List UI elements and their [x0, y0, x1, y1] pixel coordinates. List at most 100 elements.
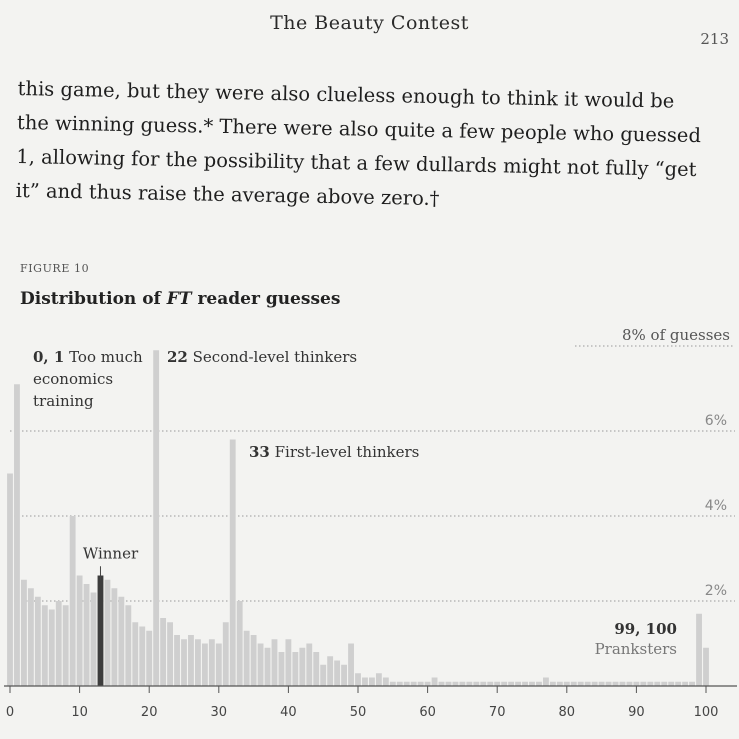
- bar: [633, 681, 640, 686]
- bar: [125, 605, 132, 686]
- bar: [222, 622, 229, 686]
- bar: [515, 681, 522, 686]
- bar: [327, 656, 334, 686]
- annotations: Winner 0, 1 Too much economics training 22 S…: [33, 348, 677, 658]
- bar: [41, 605, 48, 686]
- bar: [76, 575, 83, 686]
- running-head: The Beauty Contest: [270, 12, 469, 34]
- x-tick-label: 90: [628, 705, 645, 720]
- x-tick-label: 100: [694, 705, 719, 720]
- x-tick-label: 40: [280, 705, 297, 720]
- x-tick-label: 30: [211, 705, 228, 720]
- bar: [549, 681, 556, 686]
- bar: [118, 596, 125, 686]
- bar: [403, 681, 410, 686]
- bar: [348, 643, 354, 686]
- bar: [236, 601, 243, 686]
- annotation-economics: 0, 1 Too much: [33, 348, 143, 366]
- paragraph-line: the winning guess.* There were also quit…: [16, 110, 702, 148]
- bar: [536, 681, 542, 686]
- figure-title: Distribution of FT reader guesses: [20, 289, 340, 309]
- bar: [696, 613, 702, 686]
- bar: [424, 681, 431, 686]
- bar: [675, 681, 682, 686]
- bar: [306, 643, 313, 686]
- bar: [201, 643, 208, 686]
- bar: [334, 660, 341, 686]
- x-tick-label: 80: [559, 705, 576, 720]
- bar: [577, 681, 584, 686]
- bar: [619, 681, 626, 686]
- bar: [626, 681, 633, 686]
- x-tick-label: 60: [419, 705, 436, 720]
- y-axis-labels: 2% 4% 6% 8% of guesses: [622, 326, 730, 599]
- bars: [7, 350, 709, 686]
- paragraph-line: 1, allowing for the possibility that a f…: [16, 144, 697, 182]
- bar: [494, 681, 501, 686]
- bar: [14, 384, 20, 686]
- bar: [431, 677, 438, 686]
- annotation-pranksters: Pranksters: [595, 640, 677, 658]
- annotation-second-level: 22 Second-level thinkers: [167, 348, 357, 366]
- winner-label: Winner: [83, 544, 139, 562]
- x-tick-label: 50: [350, 705, 367, 720]
- bar: [250, 635, 257, 686]
- bar: [208, 639, 215, 686]
- bar: [292, 652, 299, 686]
- bar: [167, 622, 174, 686]
- bar: [598, 681, 605, 686]
- bar: [570, 681, 577, 686]
- bar: [689, 681, 696, 686]
- figure-label: FIGURE 10: [20, 262, 90, 275]
- bar: [355, 673, 361, 686]
- x-tick-label: 20: [141, 705, 158, 720]
- bar: [188, 635, 194, 686]
- bar: [410, 681, 417, 686]
- bar: [668, 681, 675, 686]
- bar: [174, 635, 180, 686]
- bar: [396, 681, 403, 686]
- bar: [661, 681, 668, 686]
- bar: [459, 681, 466, 686]
- bar: [612, 681, 619, 686]
- bar: [194, 639, 201, 686]
- x-tick-label: 10: [71, 705, 88, 720]
- x-axis: 0 10 20 30 40 50 60 70 80 90 100: [4, 685, 737, 720]
- bar: [445, 681, 452, 686]
- y-tick-label: 4%: [705, 498, 727, 514]
- bar: [368, 677, 375, 686]
- bar: [69, 516, 76, 686]
- bar: [34, 596, 41, 686]
- y-tick-label: 6%: [705, 413, 727, 429]
- bar: [522, 681, 528, 686]
- bar: [90, 592, 97, 686]
- body-paragraph: this game, but they were also clueless e…: [15, 72, 737, 222]
- bar: [139, 626, 146, 686]
- x-tick-label: 0: [6, 705, 14, 720]
- bar: [654, 681, 661, 686]
- bar: [111, 588, 118, 686]
- figure-title-end: reader guesses: [191, 289, 341, 309]
- bar: [473, 681, 480, 686]
- bar: [146, 630, 153, 686]
- bar: [320, 664, 327, 686]
- bar: [584, 681, 591, 686]
- bar: [48, 609, 55, 686]
- bar: [556, 681, 563, 686]
- bar: [278, 652, 285, 686]
- bar: [508, 681, 515, 686]
- bar: [7, 473, 13, 686]
- annotation-first-level: 33 First-level thinkers: [249, 443, 419, 461]
- bar: [466, 681, 473, 686]
- x-tick-label: 70: [489, 705, 506, 720]
- annotation-economics-line: economics: [33, 370, 113, 388]
- bar: [487, 681, 494, 686]
- bar: [640, 681, 647, 686]
- bar: [501, 681, 508, 686]
- bar: [382, 677, 389, 686]
- paragraph-line: this game, but they were also clueless e…: [17, 76, 675, 113]
- winning-bar: [97, 575, 104, 686]
- bar: [563, 681, 570, 686]
- bar: [362, 677, 368, 686]
- paragraph-line: it” and thus raise the average above zer…: [15, 178, 440, 211]
